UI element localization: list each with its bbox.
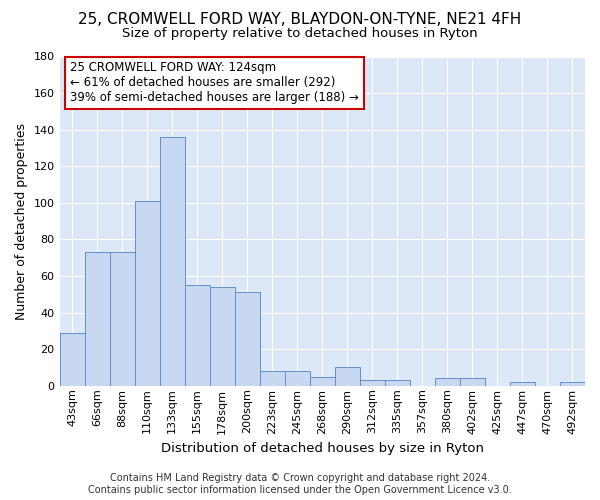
Text: Contains HM Land Registry data © Crown copyright and database right 2024.
Contai: Contains HM Land Registry data © Crown c…	[88, 474, 512, 495]
Text: 25, CROMWELL FORD WAY, BLAYDON-ON-TYNE, NE21 4FH: 25, CROMWELL FORD WAY, BLAYDON-ON-TYNE, …	[79, 12, 521, 28]
Bar	[235, 292, 260, 386]
Y-axis label: Number of detached properties: Number of detached properties	[15, 122, 28, 320]
Bar	[360, 380, 385, 386]
Bar	[134, 201, 160, 386]
Bar	[110, 252, 134, 386]
Bar	[385, 380, 410, 386]
Bar	[160, 137, 185, 386]
Text: 25 CROMWELL FORD WAY: 124sqm
← 61% of detached houses are smaller (292)
39% of s: 25 CROMWELL FORD WAY: 124sqm ← 61% of de…	[70, 62, 359, 104]
Bar	[59, 332, 85, 386]
Bar	[335, 368, 360, 386]
Bar	[560, 382, 585, 386]
X-axis label: Distribution of detached houses by size in Ryton: Distribution of detached houses by size …	[161, 442, 484, 455]
Bar	[460, 378, 485, 386]
Bar	[185, 285, 209, 386]
Bar	[85, 252, 110, 386]
Bar	[285, 371, 310, 386]
Bar	[510, 382, 535, 386]
Bar	[260, 371, 285, 386]
Bar	[435, 378, 460, 386]
Bar	[310, 376, 335, 386]
Text: Size of property relative to detached houses in Ryton: Size of property relative to detached ho…	[122, 28, 478, 40]
Bar	[209, 287, 235, 386]
